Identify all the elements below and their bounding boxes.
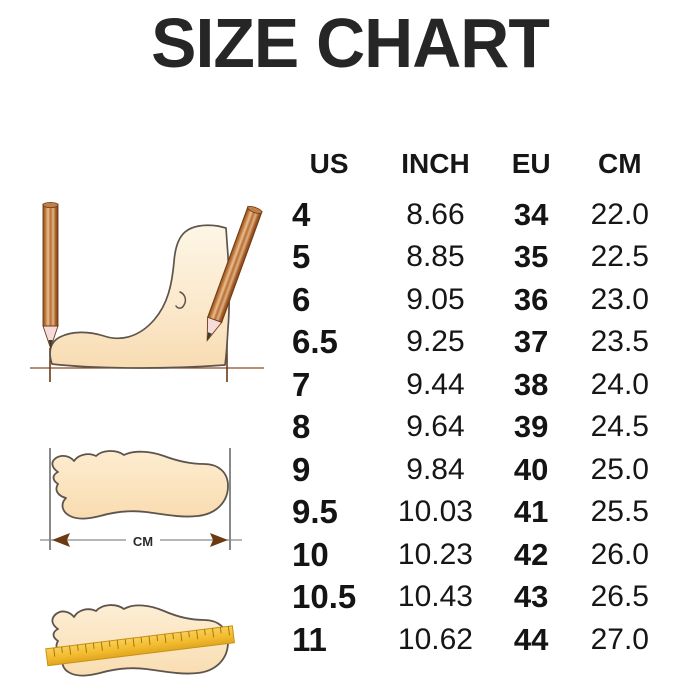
cell-cm: 22.0: [590, 197, 649, 231]
cell-us: 5: [292, 238, 311, 276]
measuring-tape: [45, 625, 235, 667]
table-row: 9 9.84 40 25.0: [280, 449, 670, 492]
cell-eu: 43: [513, 579, 549, 615]
table-row: 5 8.85 35 22.5: [280, 236, 670, 279]
cell-cm: 26.0: [590, 537, 649, 571]
column-header-us: US: [309, 148, 349, 180]
pencil-toe-lead: [48, 340, 53, 348]
table-row: 4 8.66 34 22.0: [280, 194, 670, 237]
ankle-bone-mark: [175, 291, 187, 309]
foot-side-view-with-pencils-illustration: [22, 196, 272, 391]
measuring-tape-ticks: [53, 626, 230, 657]
pencil-heel-lead: [207, 332, 212, 341]
cell-inch: 9.05: [406, 282, 465, 316]
cell-us: 6: [292, 280, 311, 318]
cell-eu: 37: [513, 324, 549, 360]
cell-us: 4: [292, 195, 311, 233]
cell-us: 10: [292, 535, 329, 573]
table-header-row: US INCH EU CM: [280, 143, 670, 194]
table-row: 7 9.44 38 24.0: [280, 364, 670, 407]
foot-side-view-svg: [30, 202, 264, 382]
cell-inch: 10.62: [397, 622, 473, 656]
cell-inch: 10.03: [397, 495, 473, 529]
pencil-toe-end: [42, 202, 59, 208]
table-row: 10.5 10.43 43 26.5: [280, 576, 670, 619]
cell-cm: 27.0: [590, 622, 649, 656]
cell-cm: 23.5: [590, 325, 649, 359]
cell-us: 9.5: [292, 493, 338, 531]
footprint-cm-illustration: CM: [22, 428, 272, 573]
dimension-arrow-left: [52, 533, 70, 547]
table-row: 6.5 9.25 37 23.5: [280, 321, 670, 364]
cell-us: 7: [292, 365, 311, 403]
footprint-tape-illustration: [22, 583, 272, 698]
cell-eu: 39: [513, 409, 549, 445]
cell-eu: 34: [513, 196, 549, 232]
table-row: 10 10.23 42 26.0: [280, 534, 670, 577]
cell-cm: 24.5: [590, 410, 649, 444]
cell-cm: 23.0: [590, 282, 649, 316]
cell-cm: 22.5: [590, 240, 649, 274]
cell-eu: 44: [513, 621, 549, 657]
column-header-eu: EU: [511, 148, 551, 180]
cell-inch: 8.66: [406, 197, 465, 231]
cell-inch: 10.43: [397, 580, 473, 614]
dimension-label-backdrop: [126, 532, 160, 549]
measuring-tape-band: [45, 625, 235, 667]
cell-eu: 41: [513, 494, 549, 530]
table-row: 9.5 10.03 41 25.5: [280, 491, 670, 534]
cell-eu: 36: [513, 281, 549, 317]
table-body: 4 8.66 34 22.0 5 8.85 35 22.5 6 9.05 36 23.0 6.5 9.25…: [280, 194, 670, 662]
table-row: 8 9.64 39 24.5: [280, 406, 670, 449]
table-row: 11 10.62 44 27.0: [280, 619, 670, 662]
pencil-toe-tip: [42, 325, 59, 350]
cell-us: 10.5: [292, 578, 357, 616]
footprint-shape: [51, 450, 229, 520]
column-header-cm: CM: [598, 148, 642, 180]
footprint-cm-svg: CM: [40, 448, 242, 550]
pencil-toe-body: [42, 203, 59, 327]
cell-eu: 42: [513, 536, 549, 572]
size-chart-table-container: US INCH EU CM 4 8.66 34 22.0 5 8.85 35 22.5 6 9.0…: [280, 143, 670, 661]
table-header: US INCH EU CM: [280, 143, 670, 194]
cell-inch: 8.85: [406, 240, 465, 274]
cell-eu: 35: [513, 239, 549, 275]
cell-us: 6.5: [292, 323, 338, 361]
dimension-arrow-right: [210, 533, 228, 547]
cell-us: 11: [292, 620, 327, 658]
foot-side-shape: [49, 224, 231, 369]
cell-inch: 9.84: [406, 452, 465, 486]
cell-us: 9: [292, 450, 311, 488]
page-title: SIZE CHART: [151, 4, 550, 82]
cell-inch: 10.23: [397, 537, 473, 571]
footprint-tape-svg: [45, 604, 235, 677]
cell-inch: 9.25: [406, 325, 465, 359]
cell-eu: 40: [513, 451, 549, 487]
size-chart-table: US INCH EU CM 4 8.66 34 22.0 5 8.85 35 22.5 6 9.0…: [280, 143, 670, 661]
pencil-heel: [206, 205, 263, 342]
cell-inch: 9.64: [406, 410, 465, 444]
cell-us: 8: [292, 408, 311, 446]
cell-eu: 38: [513, 366, 549, 402]
table-row: 6 9.05 36 23.0: [280, 279, 670, 322]
cell-cm: 25.0: [590, 452, 649, 486]
column-header-inch: INCH: [401, 148, 470, 180]
cell-cm: 25.5: [590, 495, 649, 529]
pencil-toe: [42, 202, 59, 350]
cell-cm: 26.5: [590, 580, 649, 614]
cell-inch: 9.44: [406, 367, 465, 401]
dimension-label-cm: CM: [133, 534, 153, 549]
cell-cm: 24.0: [590, 367, 649, 401]
pencil-heel-end: [247, 205, 263, 214]
